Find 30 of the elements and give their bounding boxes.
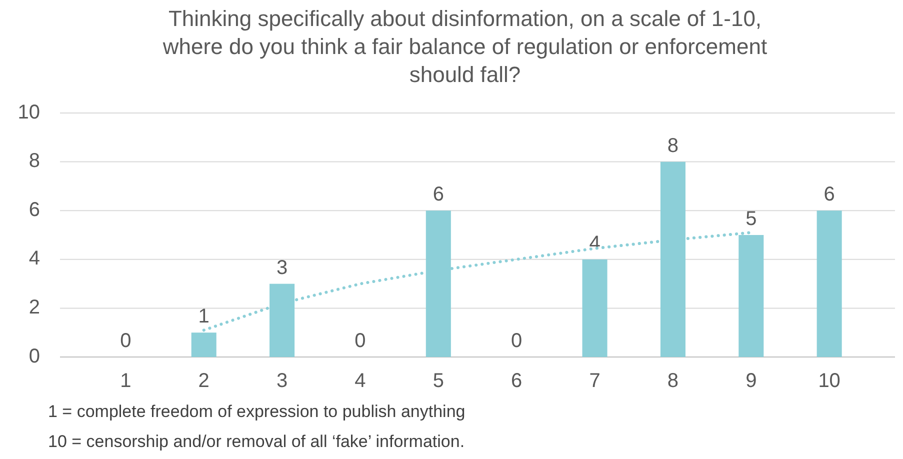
x-tick-label: 8 <box>667 370 679 392</box>
y-tick-label: 8 <box>28 150 40 172</box>
y-tick-label: 2 <box>28 296 40 318</box>
x-tick-label: 2 <box>198 370 210 392</box>
x-tick-label: 3 <box>276 370 288 392</box>
bar <box>582 259 608 357</box>
chart-title: Thinking specifically about disinformation, on a scale of 1-10, where do you think a fair balance of regulation or enforcement should fall? <box>162 6 768 87</box>
text: 10 = censorship and/or removal of all ‘fake’ information. <box>48 432 465 451</box>
x-tick-label: 1 <box>120 370 132 392</box>
bar <box>816 210 842 357</box>
x-tick-label: 7 <box>589 370 600 392</box>
data-label: 6 <box>824 184 835 206</box>
x-tick-label: 4 <box>354 370 366 392</box>
data-label: 0 <box>120 330 132 352</box>
x-tick-label: 5 <box>432 370 444 392</box>
text: 1 = complete freedom of expression to publish anything <box>48 402 466 421</box>
data-label: 1 <box>198 306 210 328</box>
y-tick-label: 10 <box>18 101 40 124</box>
y-tick-label: 4 <box>28 248 40 270</box>
y-tick-label: 6 <box>28 198 40 221</box>
x-tick-label: 10 <box>818 370 840 392</box>
x-tick-label: 6 <box>511 370 522 392</box>
y-tick-label: 0 <box>28 345 40 368</box>
data-label: 6 <box>432 184 444 206</box>
data-label: 0 <box>354 330 366 352</box>
data-label: 0 <box>511 330 522 352</box>
x-tick-label: 9 <box>746 370 757 392</box>
data-label: 5 <box>746 208 757 230</box>
data-label: 3 <box>276 256 288 279</box>
data-label: 8 <box>667 134 679 157</box>
